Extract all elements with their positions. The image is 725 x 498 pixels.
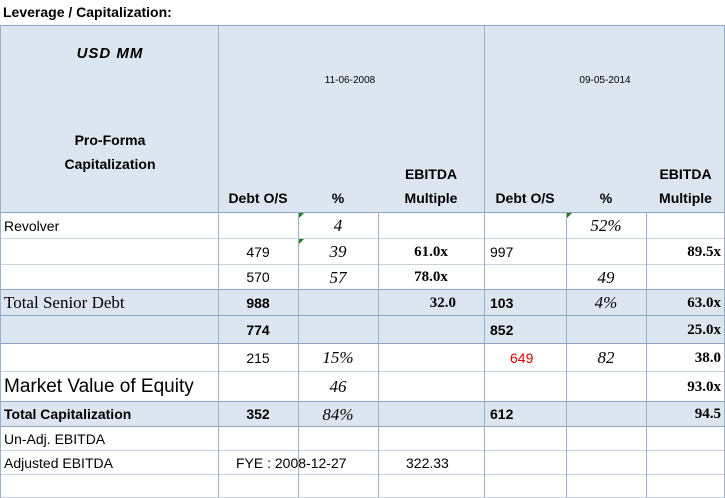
grid-line — [0, 315, 725, 316]
comment-marker-icon[interactable] — [298, 239, 304, 245]
col-debt-2[interactable]: Debt O/S — [495, 190, 555, 206]
r4-debt-1[interactable]: 988 — [246, 295, 270, 311]
sheet-title: Leverage / Capitalization: — [0, 0, 725, 25]
grid-line — [0, 401, 725, 402]
grid-line — [0, 343, 725, 344]
r2-mult-2[interactable]: 89.5x — [687, 244, 721, 260]
grid-line — [298, 212, 299, 498]
grid-line — [0, 238, 725, 239]
col-ebitda-2[interactable]: EBITDA — [659, 166, 712, 182]
r3-debt-1[interactable]: 570 — [246, 269, 270, 285]
grid-line — [0, 264, 725, 265]
r10-fye[interactable]: FYE : 2008-12-27 — [236, 455, 347, 471]
grid-line — [0, 474, 725, 475]
r2-debt-2[interactable]: 997 — [490, 244, 514, 260]
r1-pct-1[interactable]: 4 — [333, 216, 343, 235]
comment-marker-icon[interactable] — [298, 213, 304, 219]
r7-mult-2[interactable]: 93.0x — [687, 379, 721, 395]
grid-line — [0, 426, 725, 427]
grid-line — [0, 289, 725, 290]
r7-pct-1[interactable]: 46 — [329, 377, 347, 396]
grid-line — [566, 212, 567, 498]
r5-mult-2[interactable]: 25.0x — [687, 322, 721, 338]
comment-marker-icon[interactable] — [566, 213, 572, 219]
row-senior-debt-label[interactable]: Total Senior Debt — [4, 293, 125, 312]
r2-mult-1[interactable]: 61.0x — [414, 244, 448, 260]
r8-debt-2[interactable]: 612 — [490, 406, 514, 422]
col-multiple-1[interactable]: Multiple — [404, 190, 458, 206]
band-subtotal — [0, 316, 725, 344]
grid-line — [0, 371, 725, 372]
col-pct-1[interactable]: % — [331, 190, 345, 206]
r4-pct-2[interactable]: 4% — [594, 293, 618, 312]
r2-pct-1[interactable]: 39 — [329, 242, 347, 261]
r5-debt-1[interactable]: 774 — [246, 322, 270, 338]
header-block — [0, 25, 725, 213]
date-2[interactable]: 09-05-2014 — [579, 75, 631, 86]
r3-pct-2[interactable]: 49 — [597, 268, 615, 287]
r6-pct-2[interactable]: 82 — [597, 348, 615, 367]
grid-line — [484, 25, 485, 498]
grid-line — [0, 25, 725, 26]
r8-mult-2[interactable]: 94.5 — [694, 406, 721, 422]
grid-line — [0, 212, 725, 213]
r4-mult-2[interactable]: 63.0x — [687, 295, 721, 311]
col-debt-1[interactable]: Debt O/S — [228, 190, 288, 206]
band-total-cap — [0, 402, 725, 427]
r6-pct-1[interactable]: 15% — [322, 348, 354, 367]
grid-line — [0, 25, 1, 498]
r8-pct-1[interactable]: 84% — [322, 405, 354, 424]
r1-pct-2[interactable]: 52% — [590, 216, 622, 235]
r5-debt-2[interactable]: 852 — [490, 322, 514, 338]
r6-debt-2[interactable]: 649 — [510, 350, 534, 366]
r3-pct-1[interactable]: 57 — [329, 268, 347, 287]
grid-line — [646, 212, 647, 498]
band-senior-debt — [0, 290, 725, 316]
r4-mult-1[interactable]: 32.0 — [429, 295, 456, 311]
date-1[interactable]: 11-06-2008 — [324, 75, 376, 86]
grid-line — [218, 25, 219, 498]
row-revolver-label[interactable]: Revolver — [4, 218, 60, 234]
row-total-cap-label[interactable]: Total Capitalization — [4, 406, 132, 422]
grid-line — [0, 450, 725, 451]
r8-debt-1[interactable]: 352 — [246, 406, 270, 422]
r2-debt-1[interactable]: 479 — [246, 244, 270, 260]
row-equity-label[interactable]: Market Value of Equity — [4, 376, 194, 397]
row-unadj-ebitda-label[interactable]: Un-Adj. EBITDA — [4, 431, 106, 447]
r4-debt-2[interactable]: 103 — [490, 295, 514, 311]
r6-mult-2[interactable]: 38.0 — [694, 350, 721, 366]
r10-value[interactable]: 322.33 — [406, 455, 449, 471]
r3-mult-1[interactable]: 78.0x — [414, 269, 448, 285]
grid-line — [378, 212, 379, 498]
section-heading[interactable]: Pro-Forma Capitalization — [64, 132, 156, 172]
row-adj-ebitda-label[interactable]: Adjusted EBITDA — [4, 455, 113, 471]
col-multiple-2[interactable]: Multiple — [659, 190, 712, 206]
units-label[interactable]: USD MM — [76, 45, 144, 62]
col-pct-2[interactable]: % — [599, 190, 613, 206]
r6-debt-1[interactable]: 215 — [246, 350, 270, 366]
col-ebitda-1[interactable]: EBITDA — [404, 166, 458, 182]
